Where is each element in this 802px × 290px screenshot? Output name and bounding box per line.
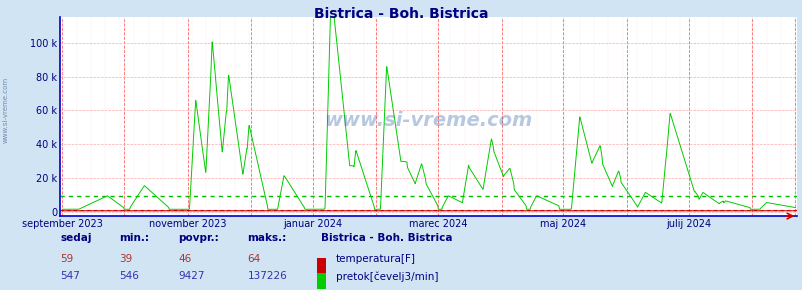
Text: www.si-vreme.com: www.si-vreme.com bbox=[324, 111, 533, 130]
Text: 547: 547 bbox=[60, 271, 80, 281]
Text: Bistrica - Boh. Bistrica: Bistrica - Boh. Bistrica bbox=[314, 7, 488, 21]
Text: temperatura[F]: temperatura[F] bbox=[335, 254, 415, 264]
Text: Bistrica - Boh. Bistrica: Bistrica - Boh. Bistrica bbox=[321, 233, 452, 243]
Text: 546: 546 bbox=[119, 271, 139, 281]
Text: 9427: 9427 bbox=[178, 271, 205, 281]
Text: povpr.:: povpr.: bbox=[178, 233, 219, 243]
Text: min.:: min.: bbox=[119, 233, 148, 243]
Text: 46: 46 bbox=[178, 254, 192, 264]
Text: maks.:: maks.: bbox=[247, 233, 286, 243]
Text: 64: 64 bbox=[247, 254, 261, 264]
Text: pretok[čevelj3/min]: pretok[čevelj3/min] bbox=[335, 271, 438, 282]
Text: 137226: 137226 bbox=[247, 271, 287, 281]
Text: 59: 59 bbox=[60, 254, 74, 264]
Text: www.si-vreme.com: www.si-vreme.com bbox=[2, 77, 8, 143]
Text: 39: 39 bbox=[119, 254, 132, 264]
Text: sedaj: sedaj bbox=[60, 233, 91, 243]
